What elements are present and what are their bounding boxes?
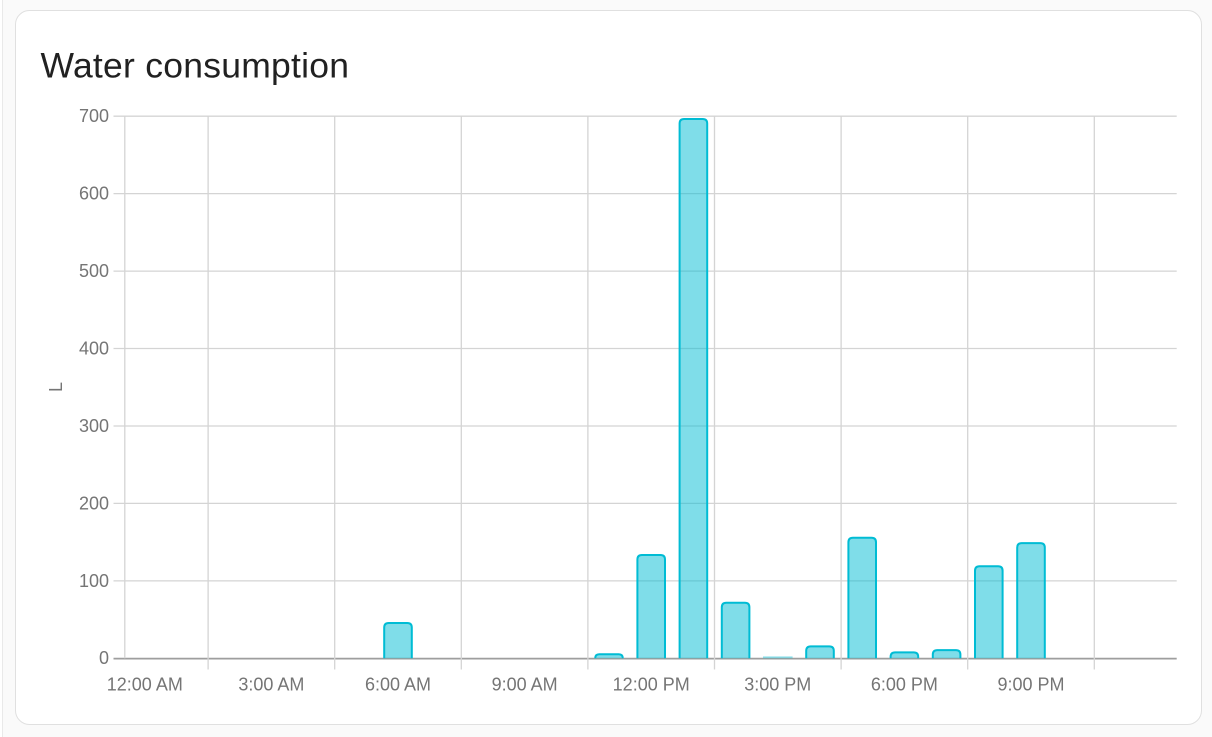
svg-text:100: 100: [79, 571, 109, 591]
svg-text:3:00 PM: 3:00 PM: [744, 675, 811, 695]
svg-text:6:00 AM: 6:00 AM: [365, 675, 431, 695]
svg-text:12:00 AM: 12:00 AM: [107, 675, 183, 695]
svg-text:600: 600: [79, 184, 109, 204]
svg-text:300: 300: [79, 416, 109, 436]
svg-text:9:00 AM: 9:00 AM: [492, 675, 558, 695]
svg-text:400: 400: [79, 338, 109, 358]
svg-text:6:00 PM: 6:00 PM: [871, 675, 938, 695]
svg-text:12:00 PM: 12:00 PM: [613, 675, 690, 695]
svg-text:500: 500: [79, 261, 109, 281]
svg-text:Water consumption: Water consumption: [41, 45, 350, 85]
svg-text:9:00 PM: 9:00 PM: [997, 675, 1064, 695]
svg-text:700: 700: [79, 106, 109, 126]
svg-text:0: 0: [99, 648, 109, 668]
svg-text:200: 200: [79, 493, 109, 513]
svg-text:L: L: [46, 382, 66, 392]
svg-text:3:00 AM: 3:00 AM: [238, 675, 304, 695]
